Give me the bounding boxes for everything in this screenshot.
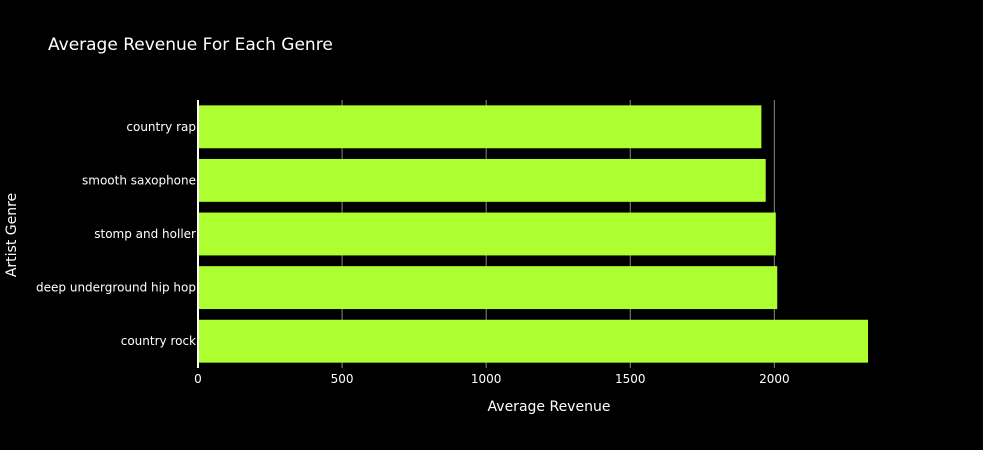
y-tick-label: country rock — [121, 334, 196, 348]
x-axis-title: Average Revenue — [488, 399, 611, 415]
y-tick-labels: country rap smooth saxophone stomp and hol… — [36, 120, 196, 348]
x-tick-label: 1500 — [615, 372, 646, 386]
bar-country-rap — [198, 105, 762, 149]
chart-title: Average Revenue For Each Genre — [48, 35, 333, 55]
y-tick-label: stomp and holler — [94, 227, 196, 241]
x-tick-label: 2000 — [759, 372, 790, 386]
x-tick-label: 1000 — [471, 372, 502, 386]
y-axis-title: Artist Genre — [4, 193, 20, 277]
bar-smooth-saxophone — [198, 158, 766, 202]
x-tick-label: 0 — [194, 372, 202, 386]
bar-country-rock — [198, 319, 868, 363]
y-tick-label: smooth saxophone — [82, 173, 196, 187]
x-tick-labels: 0 500 1000 1500 2000 — [194, 372, 789, 386]
x-tick-label: 500 — [331, 372, 354, 386]
bar-stomp-and-holler — [198, 212, 776, 256]
bars — [198, 105, 868, 363]
y-tick-label: deep underground hip hop — [36, 281, 196, 295]
bar-deep-underground-hip-hop — [198, 266, 778, 310]
y-tick-label: country rap — [126, 120, 196, 134]
